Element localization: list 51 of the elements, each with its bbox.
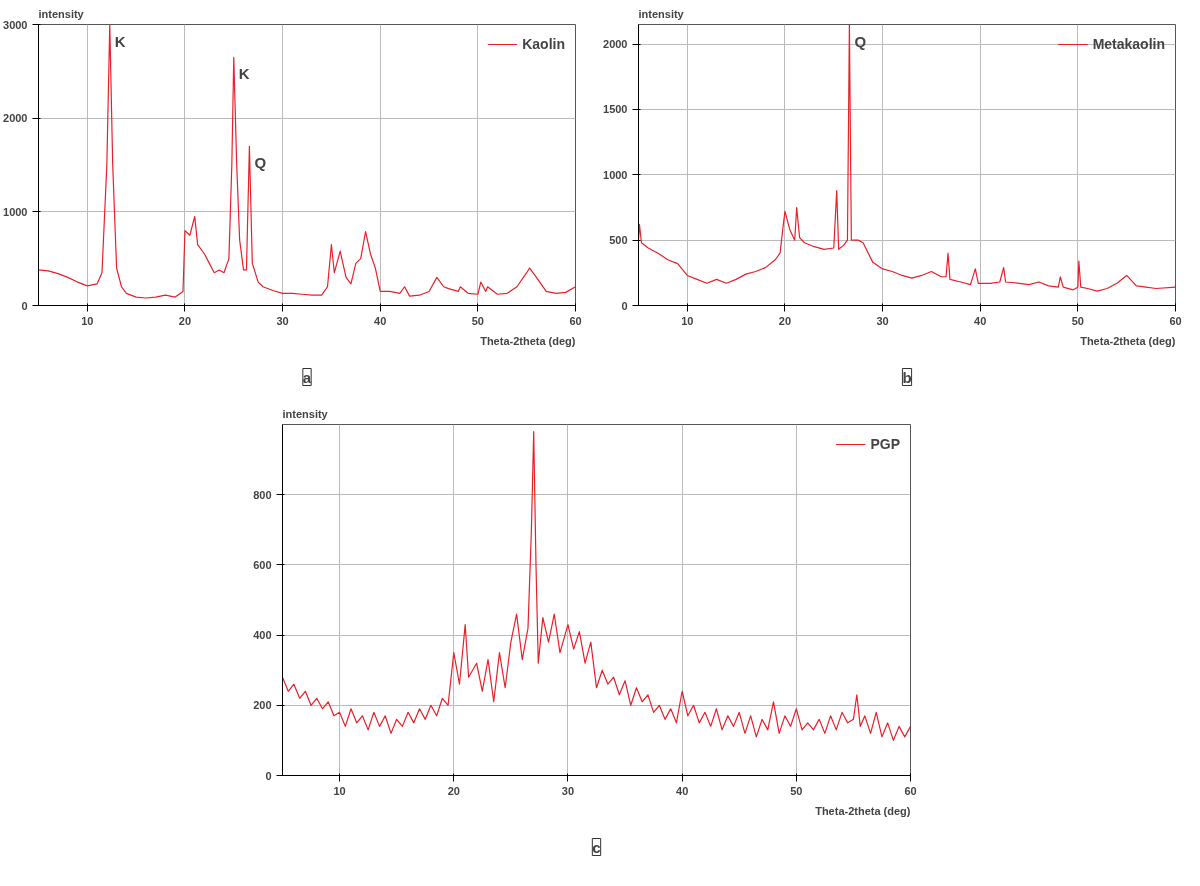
- y-axis-title: intensity: [38, 7, 85, 20]
- legend-label: Metakaolin: [1092, 36, 1165, 52]
- legend-label: PGP: [870, 436, 900, 452]
- y-tick-label: 3000: [3, 18, 28, 31]
- legend-label: Kaolin: [522, 36, 565, 52]
- y-tick-label: 600: [253, 558, 272, 571]
- x-tick-label: 60: [569, 314, 582, 327]
- annotation: K: [238, 65, 250, 83]
- y-tick-label: 1000: [603, 168, 628, 181]
- line-series: [638, 24, 1176, 292]
- x-axis-title: Theta-2theta (deg): [480, 334, 576, 347]
- x-tick-label: 50: [471, 314, 484, 327]
- annotation: Q: [254, 154, 267, 172]
- x-tick-label: 10: [81, 314, 94, 327]
- y-tick-label: 800: [253, 488, 272, 501]
- x-tick-label: 20: [778, 314, 792, 327]
- line-series: [282, 430, 911, 741]
- y-tick-label: 0: [21, 299, 28, 312]
- x-tick-label: 30: [561, 784, 575, 797]
- y-tick-label: 2000: [603, 38, 628, 51]
- y-axis-title: intensity: [638, 7, 685, 20]
- annotation: K: [114, 32, 126, 50]
- x-tick-label: 20: [178, 314, 192, 327]
- x-tick-label: 60: [1169, 314, 1182, 327]
- x-tick-label: 60: [904, 784, 917, 797]
- x-tick-label: 40: [374, 314, 387, 327]
- y-tick-label: 0: [621, 299, 628, 312]
- x-axis-title: Theta-2theta (deg): [815, 804, 911, 817]
- x-tick-label: 50: [790, 784, 803, 797]
- x-axis-title: Theta-2theta (deg): [1080, 334, 1176, 347]
- y-tick-label: 1500: [603, 103, 628, 116]
- y-tick-label: 2000: [3, 112, 28, 125]
- y-tick-label: 0: [265, 769, 272, 782]
- y-tick-label: 500: [609, 234, 628, 247]
- text: b: [902, 368, 912, 386]
- y-tick-label: 200: [253, 699, 272, 712]
- y-axis-title: intensity: [282, 407, 329, 420]
- x-tick-label: 20: [447, 784, 460, 797]
- x-tick-label: 40: [676, 784, 689, 797]
- text: a: [302, 368, 312, 386]
- annotation: Q: [854, 32, 867, 50]
- x-tick-label: 50: [1071, 314, 1084, 327]
- y-tick-label: 1000: [3, 205, 28, 218]
- x-tick-label: 40: [974, 314, 987, 327]
- x-tick-label: 30: [876, 314, 889, 327]
- x-tick-label: 30: [276, 314, 289, 327]
- line-series: [38, 24, 576, 299]
- text: c: [592, 838, 601, 856]
- x-tick-label: 10: [681, 314, 694, 327]
- x-tick-label: 10: [333, 784, 346, 797]
- y-tick-label: 400: [253, 629, 272, 642]
